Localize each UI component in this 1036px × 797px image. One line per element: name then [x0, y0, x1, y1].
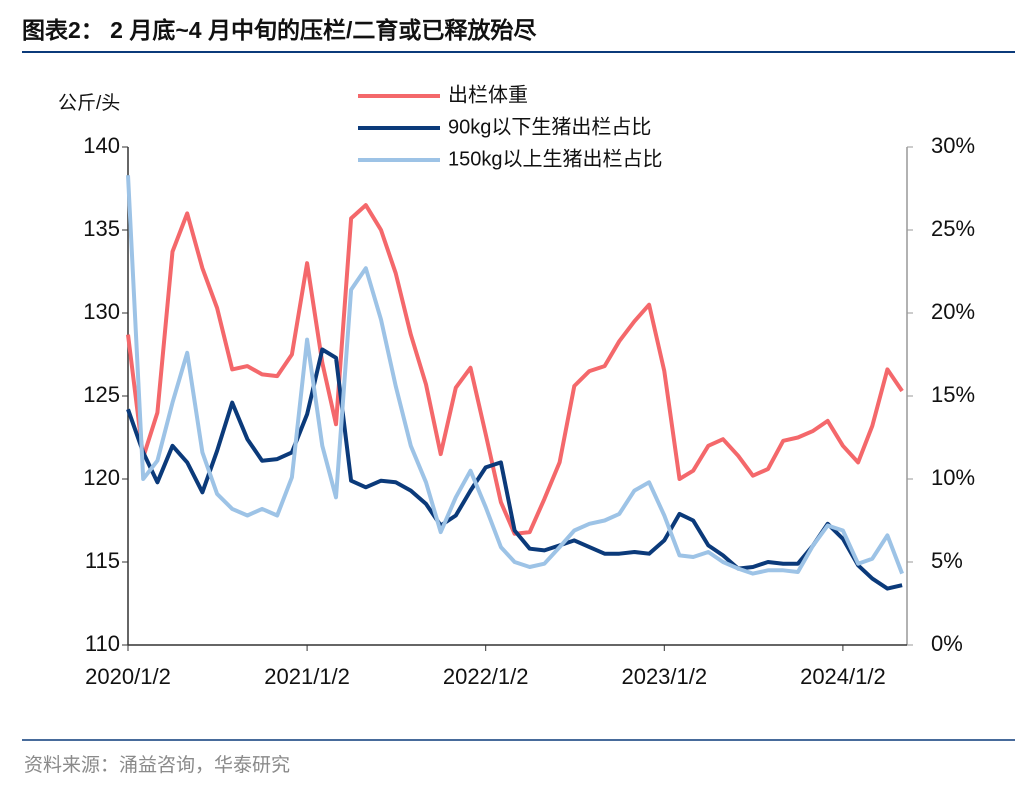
y2-tick-label: 10% — [931, 465, 975, 490]
x-tick-label: 2020/1/2 — [85, 664, 171, 689]
y2-tick-label: 15% — [931, 382, 975, 407]
legend-label: 90kg以下生猪出栏占比 — [448, 115, 651, 138]
y2-tick-label: 30% — [931, 133, 975, 158]
series-line — [126, 175, 904, 576]
y2-tick-label: 5% — [931, 548, 963, 573]
y-tick-label: 115 — [85, 548, 120, 573]
y2-tick-label: 20% — [931, 299, 975, 324]
y-axis-label: 公斤/头 — [58, 92, 120, 114]
source: 资料来源：涌益咨询，华泰研究 — [24, 754, 290, 776]
series-line — [126, 347, 903, 591]
chart-title: 图表2： 2 月底~4 月中旬的压栏/二育或已释放殆尽 — [22, 17, 537, 43]
y-tick-label: 135 — [83, 216, 120, 241]
series-line — [126, 203, 904, 536]
x-tick-label: 2023/1/2 — [621, 664, 707, 689]
y2-tick-label: 25% — [931, 216, 975, 241]
x-tick-label: 2022/1/2 — [443, 664, 529, 689]
x-tick-label: 2021/1/2 — [264, 664, 350, 689]
x-tick-label: 2024/1/2 — [800, 664, 886, 689]
y-tick-label: 125 — [83, 382, 120, 407]
y-tick-label: 110 — [85, 631, 120, 656]
y2-tick-label: 0% — [931, 631, 963, 656]
y-tick-label: 120 — [83, 465, 120, 490]
y-tick-label: 130 — [83, 299, 120, 324]
legend-label: 150kg以上生猪出栏占比 — [448, 147, 663, 170]
legend-label: 出栏体重 — [448, 83, 528, 106]
y-tick-label: 140 — [83, 133, 120, 158]
